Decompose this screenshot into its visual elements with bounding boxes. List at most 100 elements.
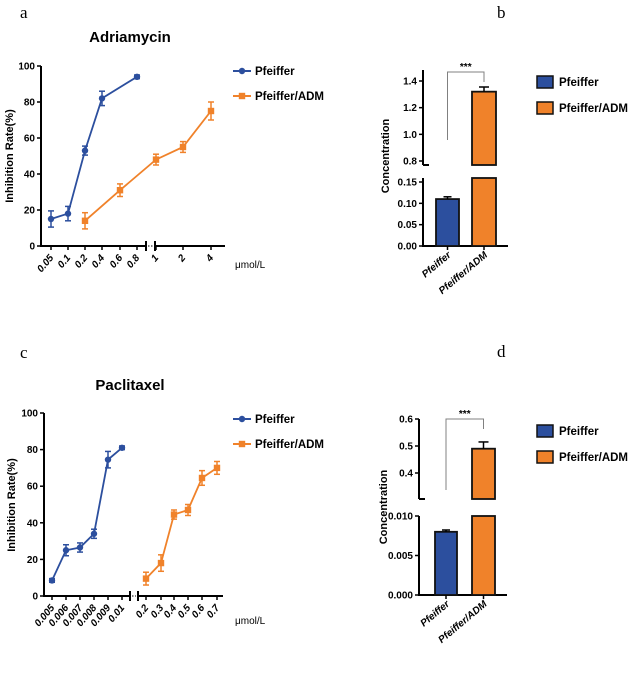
y-axis-label: Concentration bbox=[380, 118, 392, 193]
series-line-Pfeiffer bbox=[51, 447, 123, 581]
data-point bbox=[170, 511, 178, 518]
panel-label: c bbox=[20, 343, 28, 362]
data-point bbox=[142, 575, 150, 582]
y-tick-label: 60 bbox=[27, 482, 39, 493]
bar-Pfeiffer/ADM-upper bbox=[471, 90, 497, 166]
x-tick-label: 0.01 bbox=[106, 603, 127, 625]
data-point bbox=[157, 559, 165, 567]
y-tick-label: 0 bbox=[32, 592, 38, 603]
y-tick-label: 40 bbox=[24, 170, 36, 181]
legend-marker bbox=[238, 440, 246, 448]
significance-label: *** bbox=[460, 62, 472, 73]
x-tick-label: 2 bbox=[176, 253, 189, 265]
legend-label: Pfeiffer bbox=[559, 77, 599, 89]
bar-Pfeiffer/ADM-upper bbox=[471, 447, 496, 500]
significance-bracket bbox=[447, 71, 485, 140]
y-tick-label: 0.4 bbox=[399, 469, 413, 480]
data-point bbox=[198, 474, 206, 482]
panel-label: b bbox=[497, 3, 506, 22]
x-tick-label: Pfeiffer bbox=[420, 249, 454, 280]
bar-Pfeiffer/ADM-lower bbox=[471, 515, 496, 596]
x-tick-label: 0.6 bbox=[108, 253, 126, 271]
data-point bbox=[81, 147, 89, 154]
y-axis-label: Concentration bbox=[378, 469, 390, 544]
y-tick-label: 0.00 bbox=[398, 242, 418, 253]
data-point bbox=[64, 210, 72, 217]
y-tick-label: 0.010 bbox=[388, 512, 413, 523]
legend-marker bbox=[238, 67, 246, 75]
data-point bbox=[207, 107, 215, 115]
data-point bbox=[48, 577, 56, 584]
legend-swatch bbox=[536, 75, 554, 89]
x-tick-label: Pfeiffer bbox=[419, 598, 453, 629]
x-tick-label: 1 bbox=[149, 253, 161, 265]
bar-Pfeiffer bbox=[434, 530, 458, 596]
significance-label: *** bbox=[459, 409, 471, 420]
significance-bracket bbox=[445, 418, 484, 490]
legend-marker bbox=[238, 92, 246, 100]
x-tick-label: 4 bbox=[204, 253, 217, 265]
chart-title: Paclitaxel bbox=[95, 377, 164, 394]
x-axis-unit: μmol/L bbox=[235, 616, 266, 627]
y-tick-label: 20 bbox=[27, 555, 39, 566]
data-point bbox=[90, 530, 98, 537]
x-tick-label: 0.7 bbox=[205, 603, 223, 621]
x-axis-unit: μmol/L bbox=[235, 260, 266, 271]
x-tick-label: 0.05 bbox=[35, 253, 56, 275]
y-axis-label: Inhibition Rate(%) bbox=[6, 458, 18, 552]
series-line-Pfeiffer/ADM bbox=[84, 110, 212, 222]
data-point bbox=[179, 143, 187, 151]
y-tick-label: 0.000 bbox=[388, 591, 413, 602]
data-point bbox=[98, 95, 106, 102]
y-tick-label: 80 bbox=[27, 445, 39, 456]
series-line-Pfeiffer bbox=[50, 76, 138, 220]
legend-label: Pfeiffer/ADM bbox=[255, 91, 324, 103]
x-tick-label: 0.2 bbox=[134, 603, 152, 621]
legend-marker bbox=[238, 415, 246, 423]
data-point bbox=[118, 444, 126, 451]
data-point bbox=[76, 544, 84, 551]
y-tick-label: 100 bbox=[18, 62, 35, 73]
y-tick-label: 0.005 bbox=[388, 551, 413, 562]
panel-label: d bbox=[497, 342, 506, 361]
bar-Pfeiffer/ADM-lower bbox=[471, 177, 497, 247]
data-point bbox=[116, 187, 124, 194]
data-point bbox=[104, 456, 112, 463]
y-tick-label: 0.8 bbox=[403, 157, 417, 168]
legend-swatch bbox=[536, 101, 554, 115]
legend-swatch bbox=[536, 424, 554, 438]
x-tick-label: 0.2 bbox=[73, 253, 91, 271]
legend-label: Pfeiffer/ADM bbox=[559, 452, 628, 464]
legend-label: Pfeiffer bbox=[255, 414, 295, 426]
y-tick-label: 100 bbox=[21, 409, 38, 420]
y-tick-label: 0 bbox=[29, 242, 35, 253]
data-point bbox=[62, 547, 70, 554]
legend-label: Pfeiffer/ADM bbox=[255, 439, 324, 451]
x-tick-label: 0.6 bbox=[190, 603, 208, 621]
series-line-Pfeiffer/ADM bbox=[145, 467, 218, 580]
y-tick-label: 80 bbox=[24, 98, 36, 109]
data-point bbox=[213, 464, 221, 472]
data-point bbox=[133, 73, 141, 81]
chart-title: Adriamycin bbox=[89, 29, 171, 46]
data-point bbox=[152, 156, 160, 163]
panel-label: a bbox=[20, 3, 28, 22]
y-tick-label: 1.4 bbox=[403, 77, 417, 88]
y-tick-label: 0.5 bbox=[399, 442, 413, 453]
y-tick-label: 60 bbox=[24, 134, 36, 145]
y-tick-label: 0.15 bbox=[398, 178, 418, 189]
legend-label: Pfeiffer bbox=[559, 426, 599, 438]
legend-label: Pfeiffer bbox=[255, 66, 295, 78]
y-tick-label: 0.05 bbox=[398, 220, 418, 231]
data-point bbox=[81, 217, 89, 224]
y-tick-label: 0.6 bbox=[399, 415, 413, 426]
data-point bbox=[47, 215, 55, 223]
y-tick-label: 1.0 bbox=[403, 130, 417, 141]
bar-Pfeiffer bbox=[435, 198, 460, 247]
legend-swatch bbox=[536, 450, 554, 464]
y-tick-label: 1.2 bbox=[403, 103, 417, 114]
data-point bbox=[184, 506, 192, 514]
x-tick-label: 0.4 bbox=[90, 253, 108, 271]
y-tick-label: 40 bbox=[27, 518, 39, 529]
